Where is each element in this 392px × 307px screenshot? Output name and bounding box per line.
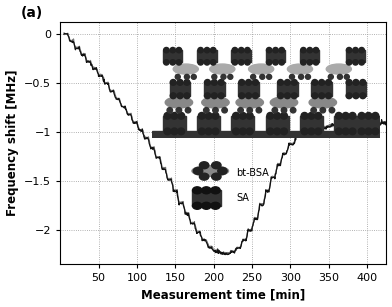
Y-axis label: Frequency shift [MHz]: Frequency shift [MHz]: [5, 70, 18, 216]
Text: (a): (a): [21, 6, 43, 20]
X-axis label: Measurement time [min]: Measurement time [min]: [141, 289, 305, 301]
